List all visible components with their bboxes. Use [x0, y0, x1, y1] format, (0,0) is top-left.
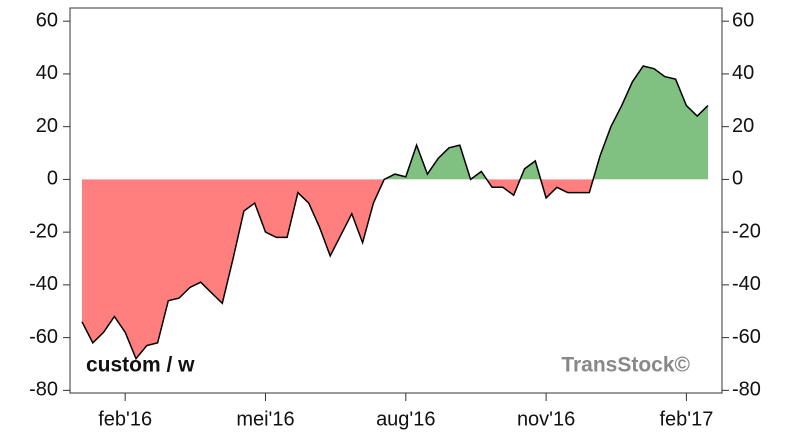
y2-tick-label: -20 [732, 220, 761, 242]
y-tick-label: 0 [47, 168, 58, 190]
y-tick-label: -80 [29, 379, 58, 401]
y2-tick-label: 20 [732, 115, 754, 137]
plot-frame [69, 7, 723, 394]
y2-tick-label: -40 [732, 273, 761, 295]
y-tick-label: 60 [36, 9, 58, 31]
y-tick-label: 40 [36, 62, 58, 84]
x-tick-label: mei'16 [236, 408, 294, 430]
x-tick-label: aug'16 [376, 408, 435, 430]
x-tick-label: feb'17 [659, 408, 713, 430]
y-tick-label: -60 [29, 326, 58, 348]
area-negative [82, 179, 594, 359]
x-tick-label: nov'16 [517, 408, 575, 430]
y2-tick-label: -60 [732, 326, 761, 348]
y2-tick-label: 60 [732, 9, 754, 31]
y-tick-label: -20 [29, 220, 58, 242]
line [81, 65, 709, 361]
area-positive [82, 66, 708, 180]
y2-tick-label: 40 [732, 62, 754, 84]
watermark: TransStock© [561, 354, 690, 377]
y-tick-label: -40 [29, 273, 58, 295]
x-tick-label: feb'16 [98, 408, 152, 430]
y-tick-label: 20 [36, 115, 58, 137]
y2-tick-label: 0 [732, 168, 743, 190]
annotation: custom / w [86, 354, 195, 377]
y2-tick-label: -80 [732, 379, 761, 401]
